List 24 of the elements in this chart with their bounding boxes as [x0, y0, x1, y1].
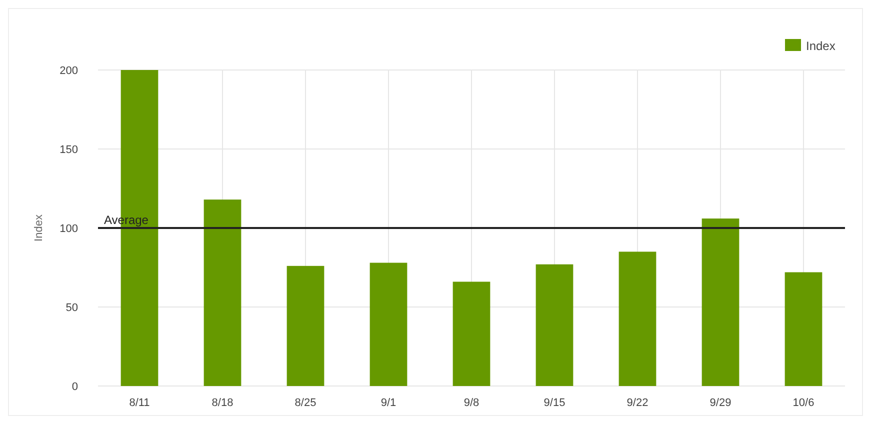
bar	[784, 272, 822, 386]
x-tick-label: 9/15	[544, 397, 566, 409]
y-tick-label: 100	[60, 222, 78, 235]
y-axis-title: Index	[33, 214, 45, 242]
bar	[536, 264, 574, 386]
bar	[702, 218, 740, 386]
x-tick-label: 8/18	[212, 397, 234, 409]
x-tick-label: 8/25	[294, 397, 316, 409]
y-tick-label: 150	[60, 144, 78, 156]
bar	[286, 266, 324, 386]
y-tick-label: 50	[66, 302, 78, 314]
y-tick-label: 200	[60, 64, 78, 77]
x-tick-label: 9/8	[464, 397, 480, 409]
x-tick-label: 10/6	[792, 397, 814, 409]
x-tick-label: 9/22	[626, 397, 648, 409]
bar	[204, 200, 242, 386]
bar	[618, 252, 656, 386]
bar	[452, 282, 490, 386]
legend-label: Index	[806, 39, 836, 53]
bar	[370, 262, 408, 386]
x-tick-label: 9/29	[710, 397, 732, 409]
y-tick-label: 0	[72, 380, 78, 393]
x-tick-label: 8/11	[129, 397, 150, 409]
x-tick-label: 9/1	[380, 397, 396, 409]
